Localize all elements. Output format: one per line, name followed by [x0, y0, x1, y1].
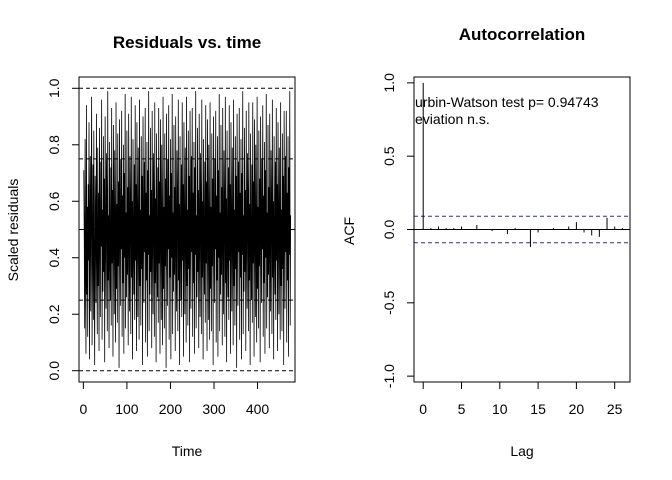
acf-confidence-bounds — [414, 215, 630, 244]
residuals-xlabel: Time — [172, 443, 203, 459]
acf-bars — [422, 82, 623, 248]
residuals-series-line — [83, 91, 292, 368]
residuals-y-axis: 0.0 0.2 0.4 0.6 0.8 1.0 — [46, 78, 80, 381]
y-tick-label: 0.8 — [46, 135, 62, 155]
x-tick-label: 20 — [569, 401, 585, 417]
acf-x-axis: 0 5 10 15 20 25 — [419, 381, 623, 417]
y-tick-label: -1.0 — [381, 364, 397, 388]
acf-y-axis: -1.0 -0.5 0.0 0.5 1.0 — [381, 73, 415, 388]
residuals-title: Residuals vs. time — [113, 33, 261, 52]
residuals-panel: Residuals vs. time Time Scaled residuals… — [5, 33, 296, 459]
acf-annotation-dw-test: urbin-Watson test p= 0.94743 — [415, 94, 599, 110]
y-tick-label: 0.0 — [381, 220, 397, 240]
acf-annotation-deviation: eviation n.s. — [415, 111, 490, 127]
x-tick-label: 100 — [115, 401, 139, 417]
acf-panel: Autocorrelation Lag ACF urbin-Watson tes… — [341, 25, 631, 459]
x-tick-label: 0 — [79, 401, 87, 417]
x-tick-label: 5 — [458, 401, 466, 417]
residuals-ylabel: Scaled residuals — [5, 179, 21, 282]
y-tick-label: 0.2 — [46, 304, 62, 324]
y-tick-label: 0.5 — [381, 146, 397, 166]
x-tick-label: 10 — [492, 401, 508, 417]
x-tick-label: 300 — [202, 401, 226, 417]
y-tick-label: 0.4 — [46, 248, 62, 268]
x-tick-label: 0 — [419, 401, 427, 417]
y-tick-label: 0.0 — [46, 361, 62, 381]
x-tick-label: 25 — [607, 401, 623, 417]
x-tick-label: 15 — [530, 401, 546, 417]
x-tick-label: 200 — [159, 401, 183, 417]
y-tick-label: 1.0 — [381, 73, 397, 93]
acf-ylabel: ACF — [341, 217, 357, 245]
residuals-x-axis: 0 100 200 300 400 — [79, 381, 270, 417]
y-tick-label: 0.6 — [46, 191, 62, 211]
x-tick-label: 400 — [246, 401, 270, 417]
acf-xlabel: Lag — [510, 443, 533, 459]
acf-title: Autocorrelation — [459, 25, 586, 44]
y-tick-label: -0.5 — [381, 291, 397, 315]
y-tick-label: 1.0 — [46, 78, 62, 98]
